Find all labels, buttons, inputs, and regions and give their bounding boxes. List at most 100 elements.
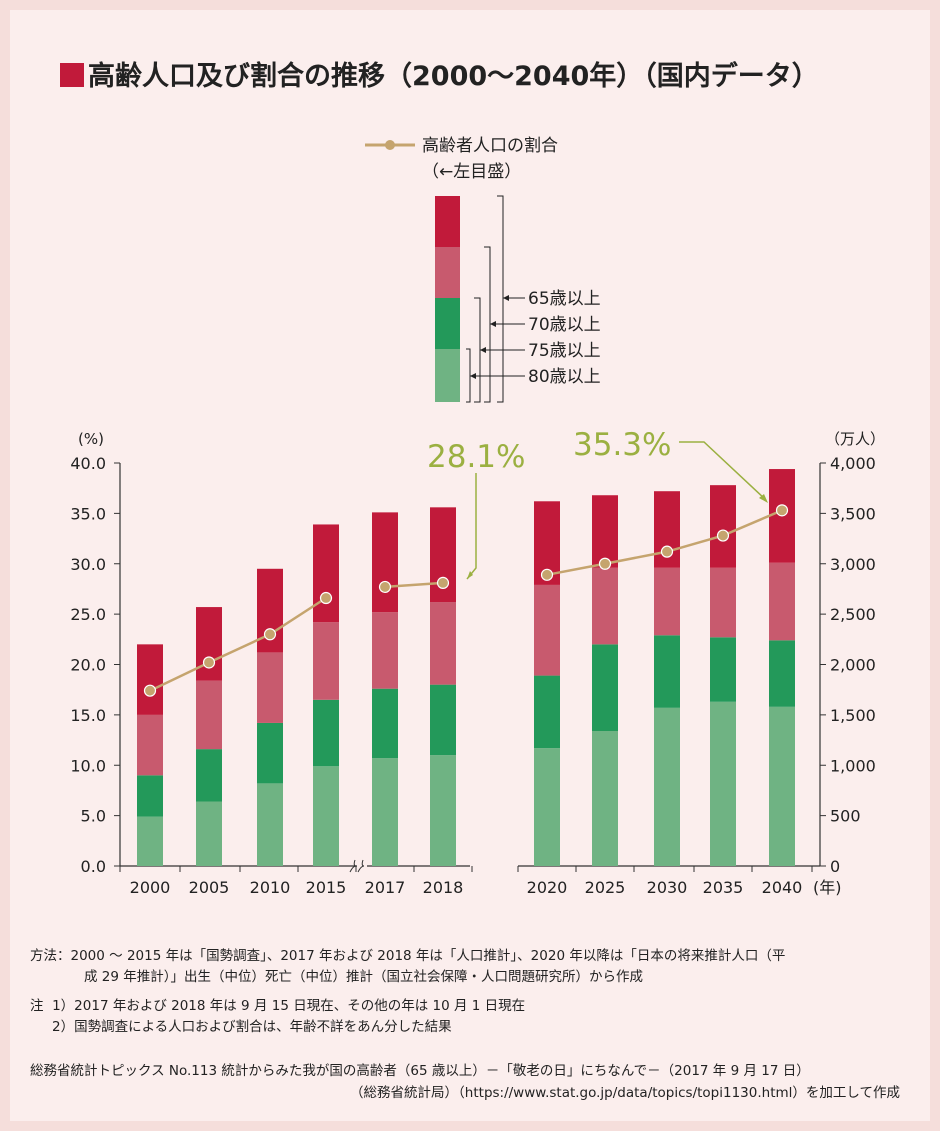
bar-segment-70-74-2000: [137, 714, 163, 776]
right-axis-unit: （万人）: [825, 430, 885, 448]
left-tick-label: 0.0: [81, 857, 106, 876]
bar-segment-75-79-2025: [592, 644, 618, 731]
x-axis-ticks: 2000 2005 2010 2015 2017 2018 2020 2025 2030 2035…: [119, 866, 813, 897]
legend-line-label: 高齢者人口の割合: [422, 136, 558, 156]
legend-label-80: 80歳以上: [528, 367, 601, 387]
left-tick-label: 5.0: [81, 807, 106, 826]
bar-segment-75-79-2000: [137, 775, 163, 817]
ratio-point-2018: [436, 576, 450, 589]
ratio-line: [143, 504, 789, 697]
bar-segment-75-79-2005: [196, 749, 222, 802]
bar-segment-80-plus-2020: [534, 748, 560, 866]
note-2-text: 2）国勢調査による人口および割合は、年齢不詳をあん分した結果: [52, 1019, 452, 1035]
source: 総務省統計トピックス No.113 統計からみた我が国の高齢者（65 歳以上）－…: [30, 1060, 910, 1104]
bar-segment-80-plus-2030: [654, 707, 680, 866]
legend-brackets: [466, 195, 525, 403]
title-square-marker: [60, 63, 84, 87]
annotation-2018-leader: [466, 473, 477, 580]
bar-segment-70-74-2020: [534, 584, 560, 676]
bar-segment-70-74-2030: [654, 567, 680, 636]
bar-segment-80-plus-2040: [769, 706, 795, 866]
bar-segment-75-79-2035: [710, 637, 736, 702]
left-tick-label: 10.0: [70, 756, 106, 775]
legend-swatch-80-plus: [435, 349, 460, 402]
left-tick-label: 20.0: [70, 656, 106, 675]
bar-segment-80-plus-2015: [313, 766, 339, 866]
x-tick-label-2040: 2040: [762, 878, 803, 897]
left-tick-label: 25.0: [70, 605, 106, 624]
chart-title: 高齢人口及び割合の推移（2000～2040年）（国内データ）: [60, 54, 819, 93]
ratio-line-segment: [384, 581, 444, 589]
x-tick-label-2030: 2030: [647, 878, 688, 897]
x-tick-label-2010: 2010: [250, 878, 291, 897]
left-axis-ticks: 0.0 5.0 10.0 15.0 20.0 25.0 30.0 35.0 40.0: [70, 454, 120, 876]
ratio-point-2040: [775, 504, 789, 517]
note-1: 注 1）2017 年および 2018 年は 9 月 15 日現在、その他の年は …: [30, 996, 920, 1017]
legend-line-marker: [385, 140, 395, 150]
legend-label-65: 65歳以上: [528, 289, 601, 309]
annotation-2040-arrowhead: [759, 494, 768, 503]
right-tick-label: 3,500: [830, 504, 876, 523]
bar-segment-75-79-2018: [430, 684, 456, 756]
note-2: 2）国勢調査による人口および割合は、年齢不詳をあん分した結果: [30, 1017, 920, 1038]
ratio-point-2000: [143, 684, 157, 697]
bar-segment-80-plus-2025: [592, 730, 618, 866]
chart-title-text: 高齢人口及び割合の推移（2000～2040年）（国内データ）: [88, 61, 819, 92]
bar-segment-75-79-2030: [654, 635, 680, 708]
annotation-2040-leader: [679, 441, 767, 501]
x-tick-label-2017: 2017: [365, 878, 406, 897]
legend-label-75: 75歳以上: [528, 341, 601, 361]
note-label: 注: [30, 998, 44, 1014]
bar-segment-80-plus-2010: [257, 783, 283, 866]
bar-segment-70-74-2035: [710, 567, 736, 638]
legend-swatch-75-79: [435, 298, 460, 349]
legend-line-axis-note: （←左目盛）: [422, 162, 521, 182]
bar-segment-70-74-2010: [257, 652, 283, 723]
ratio-point-2017: [378, 580, 392, 594]
right-tick-label: 0: [830, 857, 840, 876]
x-tick-label-2018: 2018: [423, 878, 464, 897]
bar-segment-80-plus-2018: [430, 755, 456, 866]
legend-arrowheads: [470, 295, 509, 379]
annotation-2018-label: 28.1%: [427, 439, 525, 475]
bar-segment-75-79-2017: [372, 688, 398, 759]
bar-segment-80-plus-2005: [196, 801, 222, 866]
bars: [137, 469, 795, 866]
right-tick-label: 4,000: [830, 454, 876, 473]
legend: 高齢者人口の割合 （←左目盛） 65歳以上 70歳以上 75歳以上 80歳以上: [365, 136, 601, 403]
notes: 方法：2000 ～ 2015 年は「国勢調査」、2017 年および 2018 年…: [30, 946, 920, 1038]
bar-segment-75-79-2040: [769, 640, 795, 707]
method-line-2: 成 29 年推計）」出生（中位）死亡（中位）推計（国立社会保障・人口問題研究所）…: [84, 969, 644, 985]
ratio-point-2030: [660, 545, 674, 558]
x-tick-label-2005: 2005: [189, 878, 230, 897]
source-line-1: 総務省統計トピックス No.113 統計からみた我が国の高齢者（65 歳以上）－…: [30, 1063, 810, 1079]
bar-segment-65-69-2005: [196, 607, 222, 681]
right-tick-label: 2,000: [830, 656, 876, 675]
annotation-2040: 35.3%: [573, 427, 768, 503]
bar-segment-75-79-2010: [257, 722, 283, 784]
bar-segment-80-plus-2035: [710, 701, 736, 866]
bar-segment-80-plus-2017: [372, 758, 398, 866]
ratio-point-2035: [716, 529, 730, 542]
left-tick-label: 40.0: [70, 454, 106, 473]
bar-segment-70-74-2017: [372, 612, 398, 689]
right-tick-label: 1,000: [830, 756, 876, 775]
bar-segment-70-74-2005: [196, 680, 222, 750]
note-1-text: 1）2017 年および 2018 年は 9 月 15 日現在、その他の年は 10…: [52, 998, 526, 1014]
ratio-point-2010: [263, 628, 277, 641]
ratio-point-2015: [319, 591, 333, 605]
x-tick-label-2015: 2015: [306, 878, 347, 897]
bar-segment-70-74-2040: [769, 562, 795, 641]
bar-segment-65-69-2017: [372, 512, 398, 613]
right-axis-ticks: 0 500 1,000 1,500 2,000 2,500 3,000 3,500 4,000: [820, 454, 876, 876]
left-tick-label: 15.0: [70, 706, 106, 725]
source-line-2: （総務省統計局）（https://www.stat.go.jp/data/top…: [350, 1085, 900, 1101]
bar-segment-75-79-2020: [534, 675, 560, 749]
annotation-2018: 28.1%: [427, 439, 525, 580]
right-tick-label: 1,500: [830, 706, 876, 725]
right-tick-label: 500: [830, 807, 861, 826]
ratio-line-segment: [149, 596, 327, 692]
method-label: 方法：: [30, 948, 71, 964]
method-line-1: 2000 ～ 2015 年は「国勢調査」、2017 年および 2018 年は「人…: [70, 948, 786, 964]
bar-segment-65-69-2015: [313, 524, 339, 623]
